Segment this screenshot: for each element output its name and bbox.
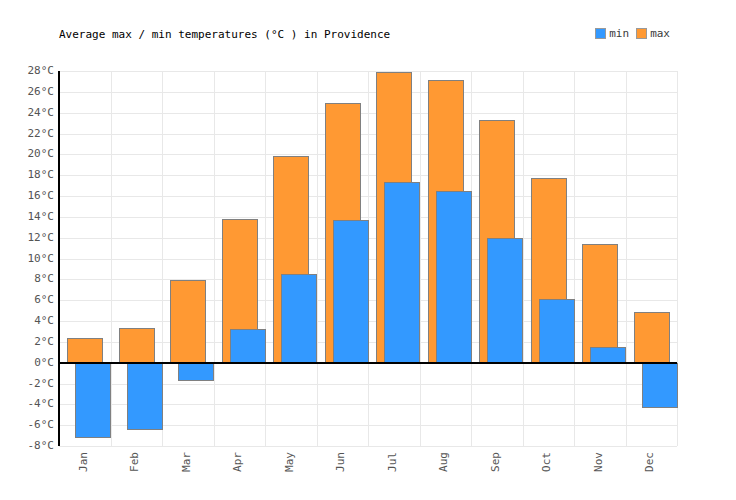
- y-tick-label: 26°C: [0, 85, 54, 99]
- gridline-v: [317, 71, 318, 446]
- y-tick-label: 4°C: [0, 314, 54, 328]
- bar-max-jan: [67, 338, 103, 363]
- y-tick-label: 28°C: [0, 64, 54, 78]
- legend-label-min: min: [609, 27, 629, 40]
- bar-min-sep: [487, 238, 523, 363]
- y-tick-label: 18°C: [0, 168, 54, 182]
- bar-min-mar: [178, 363, 214, 382]
- chart-title: Average max / min temperatures (°C ) in …: [59, 28, 390, 41]
- legend-swatch-max-icon: [636, 28, 647, 39]
- bar-max-feb: [119, 328, 155, 362]
- legend-item-max: max: [636, 27, 670, 40]
- x-tick-label: Jul: [385, 452, 398, 472]
- y-tick-label: 24°C: [0, 106, 54, 120]
- plot-area: [59, 71, 677, 446]
- bar-min-may: [281, 274, 317, 363]
- gridline-v: [214, 71, 215, 446]
- legend-label-max: max: [650, 27, 670, 40]
- x-tick-label: Nov: [591, 452, 604, 472]
- gridline-v: [574, 71, 575, 446]
- gridline-v: [111, 71, 112, 446]
- x-tick-label: Feb: [128, 452, 141, 472]
- y-tick-label: 6°C: [0, 293, 54, 307]
- y-tick-label: 12°C: [0, 231, 54, 245]
- legend-swatch-min-icon: [595, 28, 606, 39]
- x-tick-label: Dec: [643, 452, 656, 472]
- chart-canvas: Average max / min temperatures (°C ) in …: [0, 0, 736, 500]
- x-tick-label: Sep: [488, 452, 501, 472]
- y-tick-label: 14°C: [0, 210, 54, 224]
- y-tick-label: 16°C: [0, 189, 54, 203]
- legend-item-min: min: [595, 27, 629, 40]
- zero-line: [59, 362, 677, 364]
- gridline-v: [420, 71, 421, 446]
- x-tick-label: Aug: [437, 452, 450, 472]
- legend: min max: [595, 27, 670, 40]
- gridline-h: [59, 446, 677, 447]
- gridline-v: [265, 71, 266, 446]
- y-axis-line: [58, 71, 60, 446]
- x-tick-label: May: [282, 452, 295, 472]
- y-tick-label: -2°C: [0, 377, 54, 391]
- gridline-v: [626, 71, 627, 446]
- y-tick-label: -8°C: [0, 439, 54, 453]
- x-tick-label: Jun: [334, 452, 347, 472]
- bar-min-dec: [642, 363, 678, 409]
- y-tick-label: -4°C: [0, 397, 54, 411]
- x-tick-label: Mar: [179, 452, 192, 472]
- y-tick-label: 2°C: [0, 335, 54, 349]
- bar-min-jul: [384, 182, 420, 362]
- y-tick-label: 0°C: [0, 356, 54, 370]
- bar-min-aug: [436, 191, 472, 363]
- bar-max-nov: [582, 244, 618, 363]
- y-tick-label: 10°C: [0, 252, 54, 266]
- bar-min-feb: [127, 363, 163, 431]
- x-tick-label: Jan: [76, 452, 89, 472]
- x-tick-label: Oct: [540, 452, 553, 472]
- y-tick-label: 20°C: [0, 147, 54, 161]
- bar-min-oct: [539, 299, 575, 363]
- y-tick-label: 8°C: [0, 272, 54, 286]
- bar-min-apr: [230, 329, 266, 362]
- x-tick-label: Apr: [231, 452, 244, 472]
- y-tick-label: 22°C: [0, 127, 54, 141]
- bar-min-jun: [333, 220, 369, 363]
- gridline-v: [523, 71, 524, 446]
- bar-min-jan: [75, 363, 111, 438]
- bar-min-nov: [590, 347, 626, 363]
- y-tick-label: -6°C: [0, 418, 54, 432]
- bar-max-mar: [170, 280, 206, 362]
- bar-max-dec: [634, 312, 670, 363]
